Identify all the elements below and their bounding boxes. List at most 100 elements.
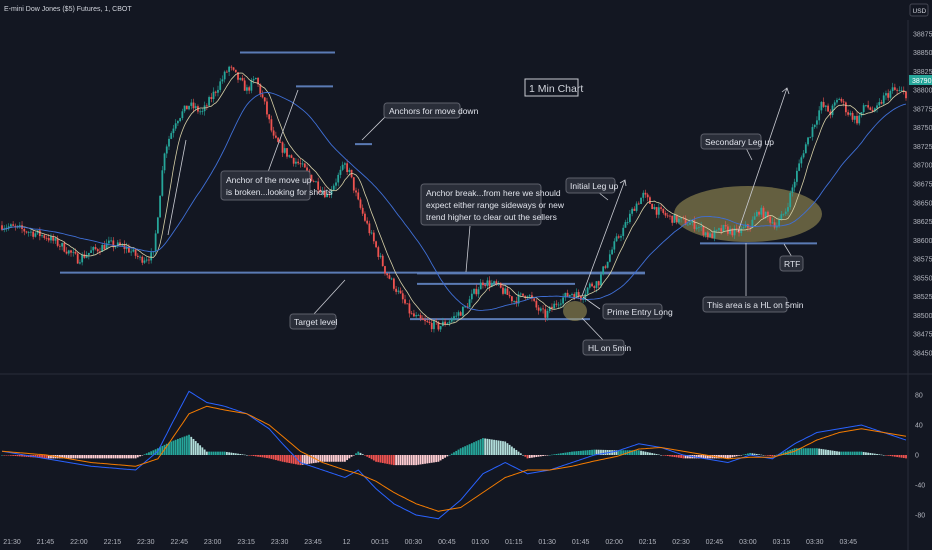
macd-bar — [254, 455, 257, 457]
candle-body — [522, 293, 524, 296]
callout-1min-chart[interactable]: 1 Min Chart — [524, 78, 583, 97]
candle-body — [608, 254, 611, 262]
callout-prime-entry[interactable]: Prime Entry Long — [602, 303, 673, 320]
macd-bar — [457, 449, 460, 455]
callout-hl-5min[interactable]: HL on 5min — [582, 339, 631, 356]
macd-tick: 40 — [915, 423, 923, 430]
time-axis[interactable]: 21:30 21:45 22:00 22:15 22:30 22:45 23:00 23:15… — [3, 539, 857, 546]
macd-bar — [261, 455, 264, 458]
macd-bar — [613, 450, 616, 455]
macd-bar — [506, 443, 509, 455]
candle-body — [539, 308, 542, 311]
macd-bar — [85, 455, 88, 459]
macd-bar — [96, 455, 99, 459]
macd-bar — [177, 438, 179, 455]
candle-body — [424, 319, 426, 322]
time-tick: 03:45 — [839, 539, 857, 546]
candle-body — [292, 157, 295, 164]
candle-body — [860, 112, 863, 116]
macd-bar — [588, 450, 591, 455]
candle-body — [809, 136, 812, 138]
macd-bar — [586, 450, 589, 455]
price-axis[interactable]: 38450 38475 38500 38525 38550 38575 38600 38625… — [913, 31, 932, 357]
hl-area-ellipse[interactable] — [674, 186, 822, 242]
candle-body — [259, 84, 262, 95]
macd-bar — [577, 451, 580, 455]
macd-bar — [533, 455, 536, 458]
candle-body — [174, 123, 177, 129]
macd-bar — [466, 445, 469, 455]
time-tick: 02:15 — [639, 539, 657, 546]
macd-bar — [83, 455, 86, 459]
candle-body — [323, 191, 326, 198]
macd-tick: -80 — [915, 513, 925, 520]
macd-bar — [36, 455, 39, 458]
macd-bar — [317, 455, 320, 463]
macd-bar — [41, 455, 43, 459]
price-tick: 38500 — [913, 313, 932, 320]
macd-bar — [580, 450, 582, 455]
candle-body — [63, 243, 66, 252]
candle-body — [664, 212, 667, 216]
candle-body — [110, 240, 113, 242]
macd-bar — [856, 451, 858, 455]
candle-body — [339, 169, 342, 175]
candle-body — [711, 233, 714, 239]
candle-body — [842, 101, 845, 103]
macd-bar — [3, 455, 6, 456]
callout-target-level[interactable]: Target level — [289, 313, 338, 330]
macd-bar — [165, 443, 168, 455]
candle-body — [326, 193, 328, 198]
macd-bar — [760, 454, 763, 456]
candle-body — [885, 93, 887, 96]
callout-secondary-leg[interactable]: Secondary Leg up — [700, 133, 774, 150]
candle-body — [468, 299, 471, 308]
candle-body — [188, 105, 190, 110]
candle-body — [359, 199, 362, 208]
candle-body — [544, 309, 547, 318]
candle-body — [588, 283, 591, 288]
horizontal-levels[interactable] — [60, 51, 817, 321]
time-tick: 01:15 — [505, 539, 523, 546]
callout-initial-leg[interactable]: Initial Leg up — [565, 177, 618, 194]
time-tick: 00:30 — [405, 539, 423, 546]
macd-bar — [174, 439, 177, 455]
hl-5min-ellipse[interactable] — [563, 301, 587, 321]
macd-bar — [722, 455, 725, 459]
candle-body — [223, 71, 226, 80]
macd-bar — [666, 455, 669, 457]
candle-body — [813, 124, 816, 128]
macd-bar — [277, 455, 279, 461]
macd-bar — [279, 455, 282, 462]
candle-body — [573, 294, 576, 299]
macd-bar — [559, 453, 562, 455]
callout-anchor-down[interactable]: Anchors for move down — [383, 102, 479, 119]
macd-bar — [682, 455, 685, 459]
candle-body — [103, 244, 106, 250]
candle-body — [686, 224, 689, 226]
currency-badge[interactable] — [909, 3, 929, 17]
macd-bar — [413, 455, 415, 466]
callout-anchor-up[interactable]: Anchor of the move up is broken...lookin… — [220, 170, 332, 201]
candle-body — [92, 247, 95, 251]
macd-bar — [882, 455, 885, 456]
callout-rtf[interactable]: RTF — [779, 255, 804, 272]
candle-body — [862, 105, 865, 113]
macd-bar — [455, 450, 458, 455]
candle-body — [767, 211, 769, 217]
candle-body — [248, 87, 251, 91]
macd-bar — [804, 448, 807, 455]
candle-body — [266, 101, 268, 115]
candle-body — [822, 101, 825, 107]
macd-bar — [459, 448, 462, 455]
callout-hl-area[interactable]: This area is a HL on 5min — [702, 296, 804, 313]
macd-bar — [208, 451, 210, 455]
candle-body — [252, 79, 255, 81]
macd-bar — [827, 449, 829, 455]
macd-axis[interactable]: 80 40 0 -40 -80 — [915, 393, 925, 520]
callout-anchor-break[interactable]: Anchor break...from here we should expec… — [420, 183, 565, 226]
macd-tick: 80 — [915, 393, 923, 400]
candle-body — [533, 298, 536, 301]
candle-body — [693, 220, 696, 229]
